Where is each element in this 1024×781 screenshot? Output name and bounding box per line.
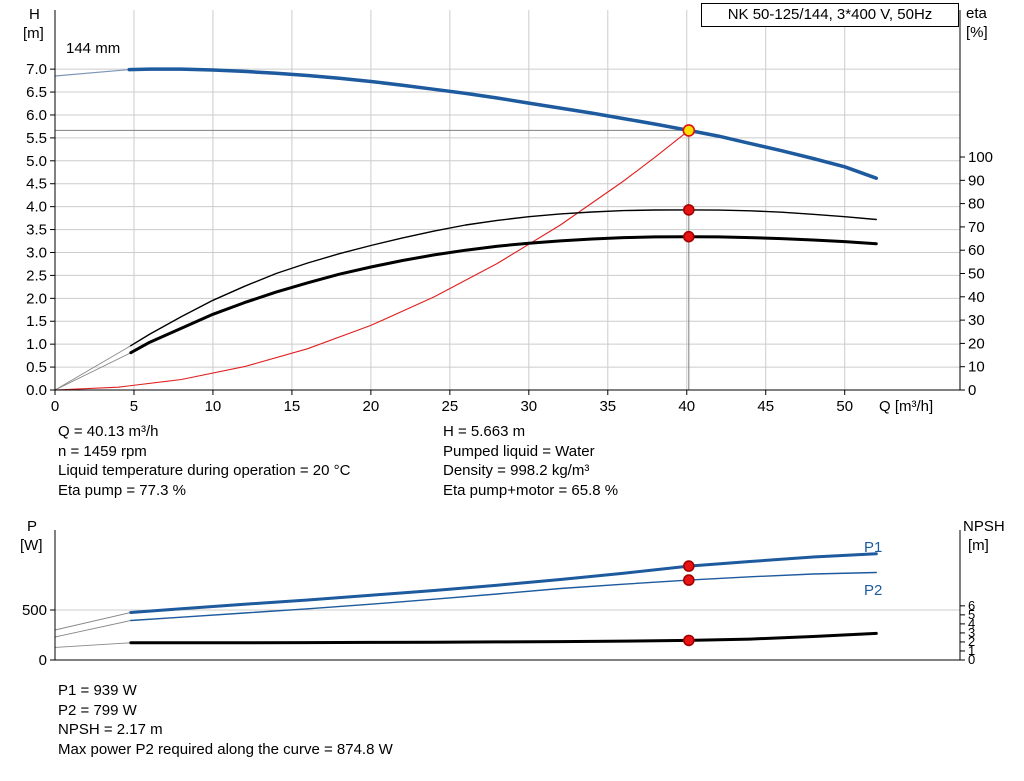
- tick-label: 0: [968, 382, 976, 399]
- tick-label: 4.0: [26, 199, 47, 216]
- tick-label: 50: [836, 398, 853, 415]
- system-curve: [54, 129, 690, 391]
- p-axis-unit: [W]: [20, 537, 43, 554]
- info-line-max-power: Max power P2 required along the curve = …: [58, 740, 393, 758]
- tick-label: 1.5: [26, 313, 47, 330]
- info-line-npsh: NPSH = 2.17 m: [58, 721, 163, 738]
- tick-label: 0: [968, 652, 975, 667]
- p2-curve: [130, 571, 877, 622]
- tick-label: 1: [968, 643, 975, 658]
- tick-label: 30: [520, 398, 537, 415]
- h-axis-title: H: [29, 6, 40, 23]
- tick-label: 3.0: [26, 244, 47, 261]
- lead-p1: [54, 612, 132, 631]
- operating-info-right: H = 5.663 m Pumped liquid = Water Densit…: [443, 422, 618, 500]
- npsh-curve: [129, 631, 878, 645]
- info-line-p2: P2 = 799 W: [58, 701, 137, 719]
- eta-axis-unit: [%]: [966, 24, 988, 41]
- tick-label: 25: [442, 398, 459, 415]
- tick-label: 20: [363, 398, 380, 415]
- tick-label: 100: [968, 149, 993, 166]
- info-line-n: n = 1459 rpm: [58, 442, 147, 460]
- tick-label: 3.5: [26, 222, 47, 239]
- tick-label: 0: [39, 652, 47, 669]
- tick-label: 6.5: [26, 84, 47, 101]
- tick-label: 50: [968, 266, 985, 283]
- power-info: P1 = 939 W P2 = 799 W NPSH = 2.17 m Max …: [58, 681, 393, 759]
- tick-label: 5: [968, 607, 975, 622]
- info-line-temperature: Liquid temperature during operation = 20…: [58, 462, 351, 479]
- tick-label: 7.0: [26, 61, 47, 78]
- info-line-eta-pump: Eta pump = 77.3 %: [58, 481, 186, 499]
- tick-label: 15: [284, 398, 301, 415]
- eta-pump-motor-curve: [129, 235, 878, 355]
- tick-label: 1.0: [26, 336, 47, 353]
- duty-point: [682, 124, 696, 137]
- tick-label: 5.5: [26, 130, 47, 147]
- lead-eta-pump-motor: [54, 352, 132, 391]
- tick-label: 70: [968, 219, 985, 236]
- impeller-size-label: 144 mm: [66, 40, 121, 57]
- tick-label: 6.0: [26, 107, 47, 124]
- info-line-q: Q = 40.13 m³/h: [58, 423, 159, 440]
- tick-label: 4: [968, 616, 975, 631]
- h-axis-unit: [m]: [23, 25, 44, 42]
- pump-model-title-box: NK 50-125/144, 3*400 V, 50Hz: [701, 3, 959, 27]
- tick-label: 10: [205, 398, 222, 415]
- p1-curve-label: P1: [864, 539, 883, 556]
- tick-label: 10: [968, 359, 985, 376]
- eta-pump-point: [683, 204, 695, 216]
- tick-label: 60: [968, 242, 985, 259]
- tick-label: 80: [968, 196, 985, 213]
- p-axis-title: P: [27, 518, 38, 535]
- tick-label: 20: [968, 335, 985, 352]
- tick-label: 2: [968, 634, 975, 649]
- tick-label: 5.0: [26, 153, 47, 170]
- npsh-axis-title: NPSH: [963, 518, 1005, 535]
- info-line-liquid: Pumped liquid = Water: [443, 442, 595, 460]
- tick-label: 2.5: [26, 267, 47, 284]
- tick-label: 2.0: [26, 290, 47, 307]
- lead-p2: [54, 620, 132, 638]
- eta-pump-motor-point: [683, 230, 695, 243]
- lead-eta-pump: [54, 345, 132, 391]
- npsh-point: [683, 634, 695, 647]
- info-line-density: Density = 998.2 kg/m³: [443, 462, 590, 479]
- tick-label: 90: [968, 172, 985, 189]
- tick-label: 0.5: [26, 359, 47, 376]
- p1-point: [683, 560, 695, 572]
- npsh-axis-unit: [m]: [968, 537, 989, 554]
- info-line-h: H = 5.663 m: [443, 423, 526, 440]
- tick-label: 0.0: [26, 382, 47, 399]
- p2-curve-label: P2: [864, 582, 883, 599]
- p2-point: [683, 574, 695, 586]
- tick-label: 40: [678, 398, 695, 415]
- eta-axis-title: eta: [966, 5, 987, 22]
- tick-label: 4.5: [26, 176, 47, 193]
- q-axis-title: Q [m³/h]: [879, 398, 934, 415]
- tick-label: 30: [968, 312, 985, 329]
- pump-model-title: NK 50-125/144, 3*400 V, 50Hz: [727, 6, 933, 23]
- tick-label: 5: [130, 398, 138, 415]
- p1-curve: [129, 552, 878, 614]
- top-chart: 0.0 0.5 1.0 1.5 2.0 2.5 3.0 3.5 4.0 4.5 5.0 5.5 6.0 6…: [26, 10, 993, 415]
- tick-label: 35: [599, 398, 616, 415]
- tick-label: 3: [968, 625, 975, 640]
- lead-npsh: [54, 642, 132, 648]
- tick-label: 45: [757, 398, 774, 415]
- info-line-p1: P1 = 939 W: [58, 682, 137, 699]
- info-line-eta-pump-motor: Eta pump+motor = 65.8 %: [443, 481, 619, 499]
- tick-label: 0: [51, 398, 59, 415]
- operating-info-left: Q = 40.13 m³/h n = 1459 rpm Liquid tempe…: [58, 422, 350, 500]
- eta-pump-curve: [130, 209, 877, 347]
- tick-label: 6: [968, 598, 975, 613]
- lead-head: [54, 69, 130, 77]
- tick-label: 500: [22, 602, 47, 619]
- head-curve-144mm: [127, 67, 879, 180]
- tick-label: 40: [968, 289, 985, 306]
